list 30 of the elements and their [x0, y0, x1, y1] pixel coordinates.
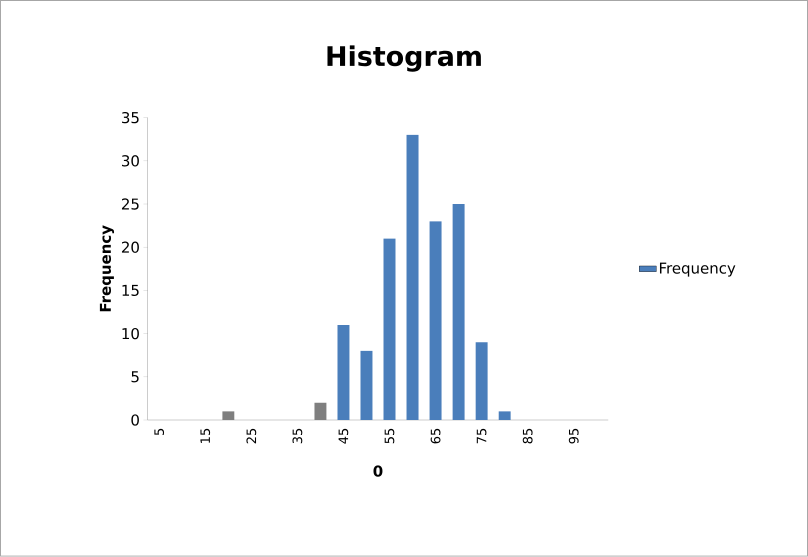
- y-tick-label: 0: [131, 414, 139, 426]
- bar: [406, 135, 419, 420]
- y-tick-label: 35: [122, 112, 139, 124]
- bar: [383, 238, 396, 420]
- x-tick-label: 15: [200, 429, 210, 444]
- chart-title: Histogram: [327, 46, 481, 72]
- x-tick-label: 95: [568, 429, 579, 444]
- bar: [360, 351, 372, 420]
- y-tick-label: 20: [122, 242, 139, 254]
- bar: [476, 342, 488, 420]
- y-tick-label: 30: [122, 155, 139, 167]
- x-tick-label: 65: [430, 429, 440, 444]
- bar: [337, 325, 350, 420]
- y-axis-title: Frequency: [100, 225, 114, 312]
- x-tick-label: 45: [338, 429, 348, 444]
- y-tick-label: 10: [122, 328, 139, 340]
- x-tick-label: 35: [292, 429, 302, 444]
- x-tick-label: 5: [154, 429, 164, 436]
- x-tick-label: 75: [476, 429, 486, 444]
- y-tick-label: 5: [132, 371, 139, 383]
- x-axis-title: 0: [373, 466, 382, 477]
- bar: [452, 204, 465, 420]
- legend-label: Frequency: [660, 262, 736, 277]
- bar: [498, 412, 511, 420]
- x-tick-label: 55: [384, 429, 394, 444]
- y-tick-label: 15: [122, 285, 139, 296]
- x-tick-label: 85: [522, 429, 533, 444]
- y-tick-label: 25: [122, 198, 139, 210]
- x-tick-label: 25: [246, 429, 256, 444]
- bar: [430, 221, 442, 420]
